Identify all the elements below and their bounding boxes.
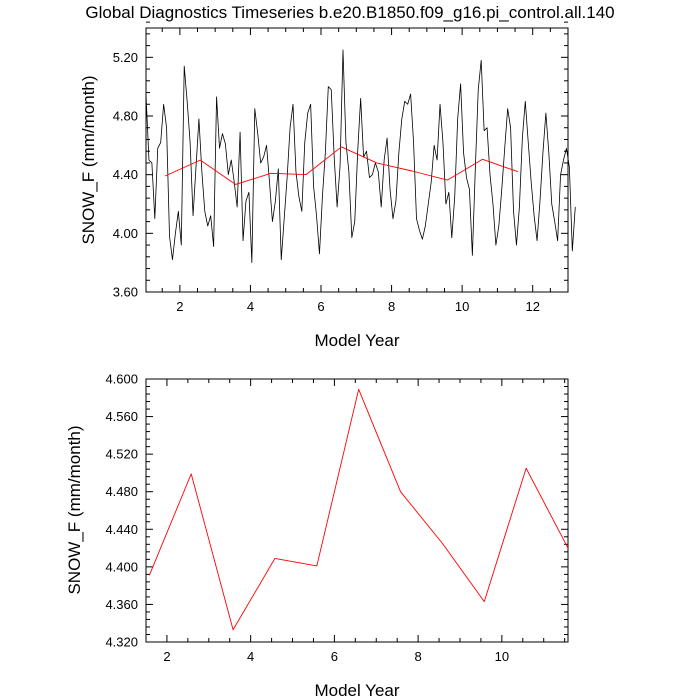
top-x-tick-label: 2 xyxy=(176,299,183,314)
top-x-tick-label: 6 xyxy=(317,299,324,314)
bottom-x-tick-label: 6 xyxy=(331,649,338,664)
bottom-plot-frame xyxy=(145,378,569,643)
bottom-plot: 2 4 6 8 10 4.320 4.360 4.400 4.440 4.480 4.520 4.56… xyxy=(65,372,569,700)
top-series-annual-line xyxy=(164,146,519,185)
bottom-y-tick-label: 4.520 xyxy=(105,447,138,462)
top-x-tick-label: 8 xyxy=(388,299,395,314)
bottom-y-tick-label: 4.560 xyxy=(105,409,138,424)
top-plot-tick-labels: 2 4 6 8 10 12 3.60 4.00 4.40 4.80 5.20 xyxy=(113,50,540,314)
bottom-y-tick-label: 4.440 xyxy=(105,522,138,537)
top-y-tick-label: 4.00 xyxy=(113,226,138,241)
top-plot-ylabel: SNOW_F (mm/month) xyxy=(79,75,98,244)
top-x-tick-label: 10 xyxy=(455,299,469,314)
top-y-tick-label: 4.80 xyxy=(113,109,138,124)
bottom-plot-ylabel: SNOW_F (mm/month) xyxy=(65,425,84,594)
top-series-monthly-line xyxy=(145,49,576,264)
bottom-y-tick-label: 4.400 xyxy=(105,559,138,574)
top-plot-series xyxy=(145,49,576,264)
bottom-series-annual-line xyxy=(148,388,569,631)
bottom-x-tick-label: 4 xyxy=(247,649,254,664)
bottom-plot-ticks xyxy=(145,378,568,643)
bottom-plot-xlabel: Model Year xyxy=(314,681,399,700)
top-x-tick-label: 12 xyxy=(525,299,539,314)
chart-title: Global Diagnostics Timeseries b.e20.B185… xyxy=(85,3,614,22)
top-plot-ticks xyxy=(146,21,569,293)
top-y-tick-label: 4.40 xyxy=(113,167,138,182)
bottom-y-tick-label: 4.360 xyxy=(105,597,138,612)
bottom-x-tick-label: 10 xyxy=(495,649,509,664)
top-x-tick-label: 4 xyxy=(247,299,254,314)
bottom-y-tick-label: 4.600 xyxy=(105,372,138,387)
bottom-x-tick-label: 2 xyxy=(163,649,170,664)
bottom-y-tick-label: 4.480 xyxy=(105,484,138,499)
bottom-x-tick-label: 8 xyxy=(415,649,422,664)
top-plot: 2 4 6 8 10 123.604.004.404.805.20 Model Year … xyxy=(79,21,576,350)
bottom-y-tick-label: 4.320 xyxy=(105,635,138,650)
bottom-plot-tick-labels: 2 4 6 8 10 4.320 4.360 4.400 4.440 4.480 4.520 4.56… xyxy=(105,372,509,665)
bottom-plot-series xyxy=(148,388,569,631)
top-y-tick-label: 3.60 xyxy=(113,285,138,300)
top-y-tick-label: 5.20 xyxy=(113,50,138,65)
top-plot-xlabel: Model Year xyxy=(314,331,399,350)
